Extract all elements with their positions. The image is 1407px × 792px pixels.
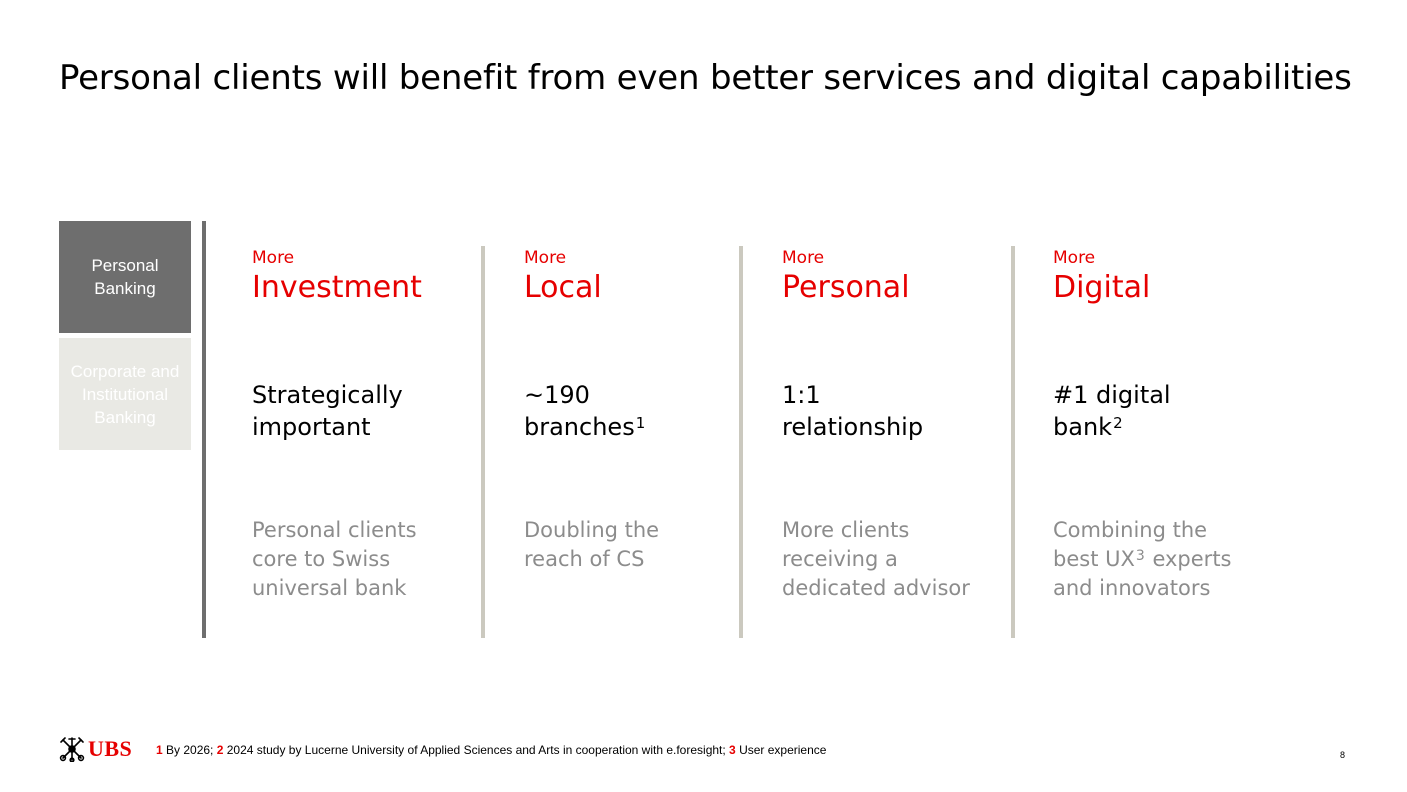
tab-corporate-institutional-banking[interactable]: Corporate and Institutional Banking xyxy=(59,338,191,450)
column-kicker: More xyxy=(524,248,567,268)
tab-personal-banking-label: Personal Banking xyxy=(91,256,159,298)
column-description: Combining the best UX3 experts and innov… xyxy=(1053,518,1232,600)
column-kicker: More xyxy=(1053,248,1096,268)
column-heading: Digital xyxy=(1053,270,1151,305)
page-number: 8 xyxy=(1340,750,1346,760)
column-description: Doubling the reach of CS xyxy=(524,518,660,571)
column-divider xyxy=(1011,246,1015,638)
page-title: Personal clients will benefit from even … xyxy=(59,58,1352,98)
footnote-ref: 3 xyxy=(1135,548,1145,564)
footer-logo: UBS xyxy=(59,735,132,763)
footnote-ref: 2 xyxy=(1113,414,1123,432)
footnote-ref: 1 xyxy=(635,414,646,432)
column-stat: Strategically important xyxy=(252,381,403,441)
footnotes: 1 By 2026; 2 2024 study by Lucerne Unive… xyxy=(156,743,827,757)
column-kicker: More xyxy=(252,248,295,268)
ubs-logo-text: UBS xyxy=(88,736,133,761)
main-divider xyxy=(202,221,206,638)
column-stat: 1:1 relationship xyxy=(782,381,924,441)
column-heading: Local xyxy=(524,270,602,305)
tab-personal-banking[interactable]: Personal Banking xyxy=(59,221,191,333)
ubs-keys-icon xyxy=(59,737,85,762)
column-stat: ~190 branches1 xyxy=(524,381,646,441)
column-description: Personal clients core to Swiss universal… xyxy=(252,518,417,600)
column-description: More clients receiving a dedicated advis… xyxy=(782,518,970,600)
column-divider xyxy=(739,246,743,638)
column-heading: Investment xyxy=(252,270,422,305)
column-divider xyxy=(481,246,485,638)
column-heading: Personal xyxy=(782,270,910,305)
tab-corporate-institutional-banking-label: Corporate and Institutional Banking xyxy=(70,361,180,427)
column-kicker: More xyxy=(782,248,825,268)
column-stat: #1 digital bank2 xyxy=(1053,381,1171,441)
